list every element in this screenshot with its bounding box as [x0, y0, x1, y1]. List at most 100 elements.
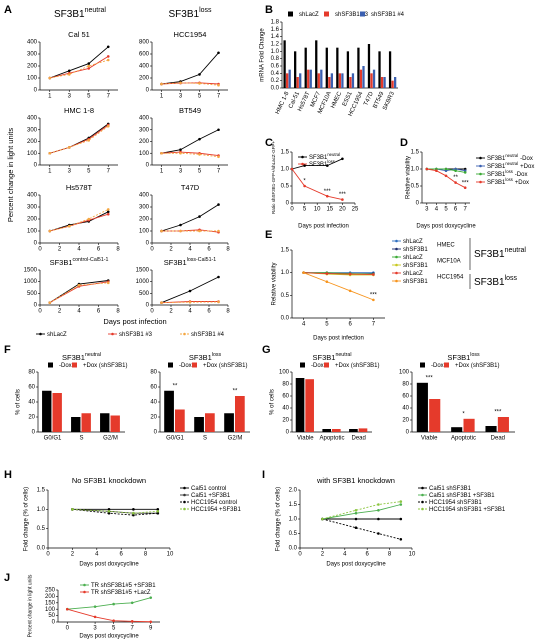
x-tick-label: 9 — [149, 626, 153, 632]
y-tick-label: 800 — [139, 40, 150, 46]
data-point — [303, 164, 306, 167]
annotation: ** — [173, 383, 178, 389]
chart-title-part: HCC1954 — [174, 30, 207, 39]
y-tick-label: 1.5 — [281, 150, 290, 156]
chart-title: SF3B1loss-Cal51-1 — [164, 257, 216, 267]
bar — [286, 73, 289, 88]
x-tick-label: Viable — [421, 436, 438, 442]
legend-header-part: SF3B1 — [474, 277, 505, 288]
y-axis-label: Fold change (% of cells) — [276, 487, 282, 551]
legend-label: HCC1954 shSF3B1 — [429, 500, 482, 506]
data-point — [67, 69, 71, 73]
bar — [299, 73, 302, 88]
legend-label-part: loss — [327, 159, 334, 164]
legend-label-part: Cal51 control — [191, 486, 226, 492]
legend-label-part: shLacZ — [403, 255, 423, 261]
annotation: *** — [462, 180, 470, 186]
legend-label-part: SF3B1 — [309, 162, 328, 168]
legend-label-part: shSF3B1 #4 — [371, 12, 405, 18]
data-point — [106, 208, 110, 211]
x-tick-label: G0/G1 — [166, 436, 184, 442]
data-point — [107, 511, 111, 515]
x-tick-label: 0 — [290, 207, 294, 213]
y-tick-label: 400 — [27, 193, 38, 199]
bar — [338, 73, 342, 88]
legend-label: -Dox — [59, 363, 72, 369]
legend-label-part: shSF3B1 #4 — [191, 332, 225, 338]
x-tick-label: HMC 1-8 — [275, 90, 291, 115]
data-point — [354, 517, 358, 521]
annotation: ** — [233, 389, 238, 395]
bar — [307, 69, 310, 88]
data-point — [132, 508, 135, 511]
annotation: *** — [324, 189, 332, 195]
legend-label-part: HCC1954 shSF3B1 +SF3B1 — [429, 507, 506, 513]
x-tick-label: 3 — [179, 94, 183, 100]
chart-title: SF3B1neutral — [313, 352, 352, 362]
y-tick-label: 100 — [139, 151, 150, 157]
chart-title: HMC 1-8 — [64, 106, 94, 115]
data-point — [454, 181, 457, 184]
series-line — [72, 508, 158, 516]
legend-header: SF3B1neutral — [474, 247, 526, 259]
y-tick-label: 300 — [27, 205, 38, 211]
y-tick-label: 150 — [45, 600, 56, 606]
y-tick-label: 1.5 — [411, 150, 420, 156]
bar — [485, 426, 497, 432]
legend-marker — [395, 263, 398, 267]
legend-label-part: HCC1954 +SF3B1 — [191, 507, 242, 513]
x-axis-label: Days post doxycycline — [326, 562, 386, 568]
series-line — [49, 46, 109, 79]
y-tick-label: 0 — [52, 620, 56, 626]
y-tick-label: 0 — [406, 430, 410, 436]
legend-label: shLacZ — [403, 239, 423, 245]
data-point — [106, 281, 110, 285]
legend-header-part: neutral — [505, 247, 527, 254]
bar — [164, 390, 174, 432]
data-point — [112, 619, 115, 623]
annotation: * — [462, 411, 465, 417]
legend-label: shSF3B1 #3 — [119, 332, 153, 338]
data-point — [217, 300, 220, 304]
y-tick-label: 400 — [27, 116, 38, 122]
y-tick-label: 1.0 — [37, 507, 46, 513]
y-tick-label: 400 — [139, 116, 150, 122]
data-point — [130, 620, 134, 623]
x-axis-label: Days post infection — [103, 317, 166, 326]
x-tick-label: 4 — [77, 247, 81, 253]
legend-label-part: shLacZ — [403, 239, 423, 245]
x-tick-label: 10 — [314, 207, 321, 213]
bar — [295, 378, 305, 432]
data-point — [198, 215, 201, 218]
x-tick-label: 4 — [435, 207, 439, 213]
legend-label: shLacZ — [403, 255, 423, 261]
y-tick-label: 100 — [139, 229, 150, 235]
x-tick-label: 7 — [217, 94, 221, 100]
x-tick-label: 5 — [303, 207, 307, 213]
panel-letter: I — [262, 469, 265, 481]
y-tick-label: 0.6 — [271, 64, 280, 70]
y-tick-label: 80 — [282, 382, 289, 388]
series-line — [161, 151, 219, 157]
y-axis-label: mRNA Fold Change — [260, 28, 266, 82]
chart-title: with SF3B1 knockdown — [316, 476, 395, 485]
x-tick-label: 8 — [226, 247, 230, 253]
legend-swatch — [420, 362, 425, 368]
legend-label: -Dox — [179, 363, 192, 369]
y-tick-label: 100 — [27, 151, 38, 157]
x-tick-label: 5 — [112, 626, 116, 632]
data-point — [93, 615, 97, 619]
legend-swatch — [72, 362, 77, 368]
series-line — [303, 272, 374, 275]
column-header: SF3B1neutral — [54, 7, 106, 19]
y-tick-label: 0.0 — [289, 546, 298, 552]
legend-label-part: Cal51 shSF3B1 +SF3B1 — [429, 493, 495, 499]
legend-label-part: +Dox — [515, 180, 529, 186]
y-tick-label: 250 — [45, 588, 56, 594]
data-point — [160, 229, 163, 233]
y-tick-label: 100 — [279, 370, 290, 376]
y-tick-label: 0.0 — [271, 86, 280, 92]
data-point — [106, 212, 110, 216]
